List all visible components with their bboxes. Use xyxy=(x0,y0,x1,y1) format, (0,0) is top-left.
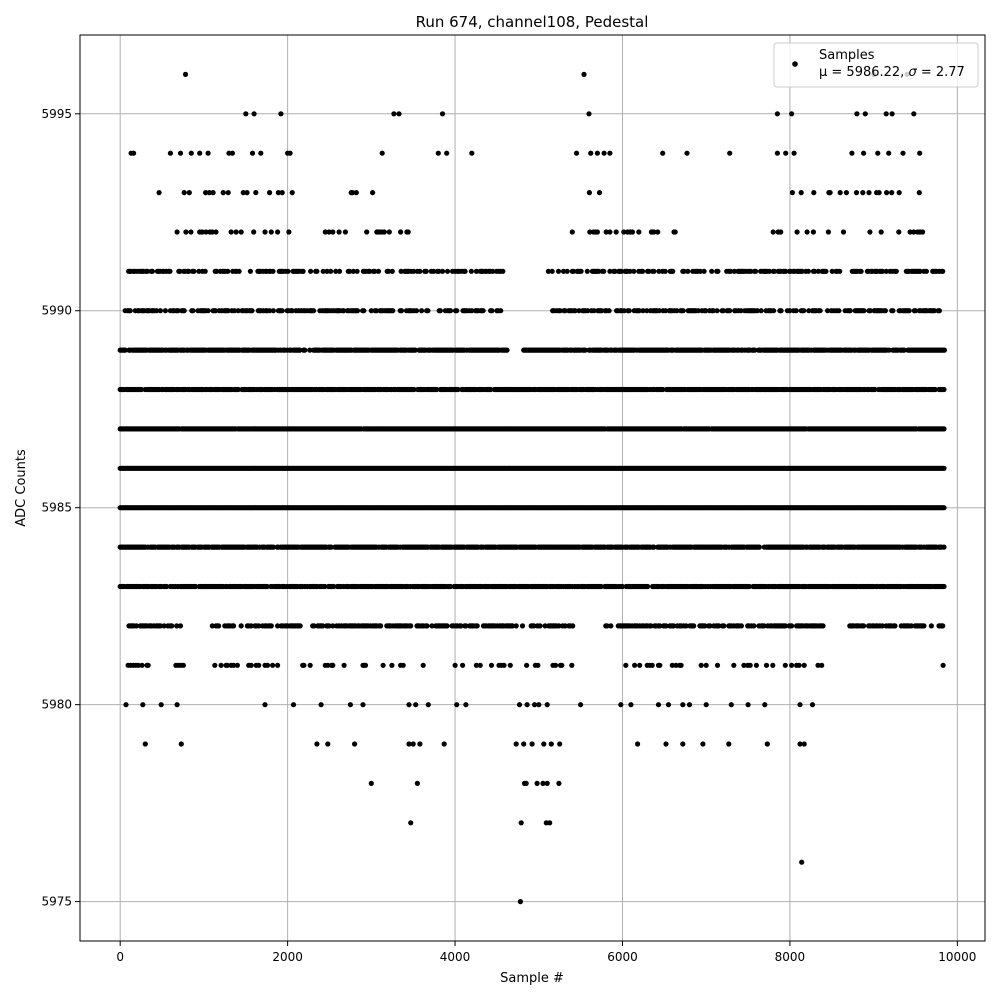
data-point xyxy=(892,623,897,628)
data-point xyxy=(818,308,823,313)
data-point xyxy=(203,269,208,274)
data-point xyxy=(270,269,275,274)
data-point xyxy=(302,348,307,353)
data-point xyxy=(848,308,853,313)
data-point xyxy=(445,623,450,628)
data-point xyxy=(498,308,503,313)
data-point xyxy=(454,308,459,313)
data-point xyxy=(182,308,187,313)
data-point xyxy=(448,308,453,313)
data-point xyxy=(128,308,133,313)
data-point xyxy=(424,623,429,628)
data-point xyxy=(820,623,825,628)
data-point xyxy=(269,623,274,628)
data-point xyxy=(941,584,946,589)
data-point xyxy=(937,308,942,313)
data-point xyxy=(355,269,360,274)
data-point xyxy=(941,426,946,431)
data-point xyxy=(390,308,395,313)
data-point xyxy=(481,308,486,313)
data-point xyxy=(231,623,236,628)
data-point xyxy=(890,308,895,313)
data-point xyxy=(169,623,174,628)
data-point xyxy=(608,623,613,628)
data-point xyxy=(836,308,841,313)
data-point xyxy=(308,269,313,274)
data-point xyxy=(739,623,744,628)
data-point xyxy=(178,623,183,628)
data-point xyxy=(794,308,799,313)
data-point xyxy=(861,623,866,628)
data-point xyxy=(298,623,303,628)
data-point xyxy=(759,308,764,313)
data-point xyxy=(311,308,316,313)
data-point xyxy=(163,308,168,313)
data-point xyxy=(378,623,383,628)
data-point xyxy=(158,308,163,313)
data-point xyxy=(691,623,696,628)
data-point xyxy=(727,308,732,313)
data-point xyxy=(206,308,211,313)
data-point xyxy=(940,623,945,628)
data-point xyxy=(607,308,612,313)
data-point xyxy=(489,308,494,313)
data-point xyxy=(645,584,650,589)
data-point xyxy=(771,308,776,313)
data-point xyxy=(861,308,866,313)
data-point xyxy=(789,623,794,628)
data-point xyxy=(751,623,756,628)
data-point xyxy=(328,269,333,274)
data-point xyxy=(225,269,230,274)
data-point xyxy=(520,623,525,628)
data-point xyxy=(285,269,290,274)
data-point xyxy=(314,269,319,274)
data-point xyxy=(883,308,888,313)
data-point xyxy=(414,308,419,313)
data-point xyxy=(801,308,806,313)
data-point xyxy=(681,308,686,313)
data-point xyxy=(425,308,430,313)
data-point xyxy=(570,623,575,628)
data-point xyxy=(475,623,480,628)
data-point xyxy=(715,308,720,313)
data-point xyxy=(239,623,244,628)
data-point xyxy=(942,348,947,353)
data-point xyxy=(419,308,424,313)
data-point xyxy=(504,348,509,353)
data-point xyxy=(537,623,542,628)
data-point xyxy=(190,308,195,313)
data-point xyxy=(627,308,632,313)
data-point xyxy=(167,269,172,274)
data-point xyxy=(921,623,926,628)
data-point xyxy=(271,308,276,313)
data-point xyxy=(301,269,306,274)
data-point xyxy=(355,308,360,313)
data-point xyxy=(941,387,946,392)
data-point xyxy=(399,308,404,313)
data-point xyxy=(361,308,366,313)
data-point xyxy=(280,308,285,313)
data-point xyxy=(941,466,946,471)
data-point xyxy=(907,308,912,313)
data-point xyxy=(438,308,443,313)
data-point xyxy=(150,269,155,274)
data-point xyxy=(514,623,519,628)
data-point xyxy=(757,545,762,550)
data-point xyxy=(929,623,934,628)
data-point xyxy=(337,269,342,274)
data-point xyxy=(216,623,221,628)
data-point xyxy=(721,623,726,628)
data-point xyxy=(941,505,946,510)
data-point xyxy=(779,308,784,313)
data-point xyxy=(408,623,413,628)
data-point xyxy=(237,269,242,274)
data-point xyxy=(191,269,196,274)
data-point xyxy=(248,269,253,274)
data-point xyxy=(941,545,946,550)
data-point xyxy=(249,308,254,313)
